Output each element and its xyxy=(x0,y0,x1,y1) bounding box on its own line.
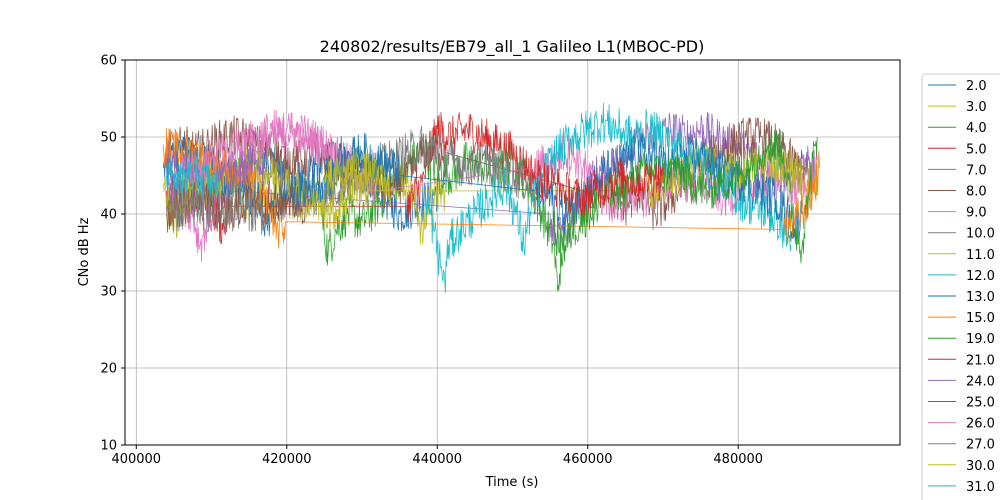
chart-title: 240802/results/EB79_all_1 Galileo L1(MBO… xyxy=(320,37,705,57)
series-line-19.0 xyxy=(553,129,818,268)
legend-label: 10.0 xyxy=(966,227,995,242)
series-line-5.0 xyxy=(166,112,543,245)
legend-frame xyxy=(921,73,1000,500)
legend: 2.0 3.0 4.0 5.0 7.0 8.0 9.0 10.0 11.0 12.0 13.0 15.… xyxy=(921,73,1000,500)
legend-label: 15.0 xyxy=(966,311,995,326)
legend-label: 4.0 xyxy=(966,121,987,136)
series-layer xyxy=(163,102,820,293)
legend-label: 2.0 xyxy=(966,79,987,94)
x-tick-label: 420000 xyxy=(262,452,312,467)
legend-label: 5.0 xyxy=(966,142,987,157)
y-axis-label: CNo dB Hz xyxy=(77,217,92,286)
series-line-21.0 xyxy=(534,157,664,218)
series-line-30.0 xyxy=(324,147,393,206)
y-tick-label: 30 xyxy=(100,285,117,300)
y-axis: 10 20 30 40 50 60 xyxy=(100,54,125,454)
x-tick-label: 480000 xyxy=(713,452,763,467)
x-axis: 400000 420000 440000 460000 480000 xyxy=(111,445,763,467)
legend-label: 25.0 xyxy=(966,396,995,411)
legend-label: 26.0 xyxy=(966,417,995,432)
x-tick-label: 460000 xyxy=(563,452,613,467)
y-tick-label: 10 xyxy=(100,439,117,454)
y-tick-label: 40 xyxy=(100,208,117,223)
legend-label: 8.0 xyxy=(966,185,987,200)
legend-label: 13.0 xyxy=(966,290,995,305)
series-line-26.0 xyxy=(181,109,325,195)
legend-label: 19.0 xyxy=(966,332,995,347)
legend-label: 21.0 xyxy=(966,353,995,368)
legend-label: 11.0 xyxy=(966,248,995,263)
y-tick-label: 50 xyxy=(100,131,117,146)
series-line-31.0 xyxy=(166,154,220,203)
y-tick-label: 60 xyxy=(100,54,117,69)
legend-label: 27.0 xyxy=(966,438,995,453)
y-tick-label: 20 xyxy=(100,362,117,377)
plot-frame xyxy=(124,59,901,446)
x-tick-label: 400000 xyxy=(111,452,161,467)
legend-label: 3.0 xyxy=(966,100,987,115)
legend-label: 9.0 xyxy=(966,206,987,221)
legend-label: 31.0 xyxy=(966,480,995,495)
plot-area xyxy=(125,60,900,445)
legend-label: 12.0 xyxy=(966,269,995,284)
legend-label: 24.0 xyxy=(966,374,995,389)
x-axis-label: Time (s) xyxy=(485,475,539,490)
legend-label: 7.0 xyxy=(966,163,987,178)
legend-label: 30.0 xyxy=(966,459,995,474)
x-tick-label: 440000 xyxy=(412,452,462,467)
